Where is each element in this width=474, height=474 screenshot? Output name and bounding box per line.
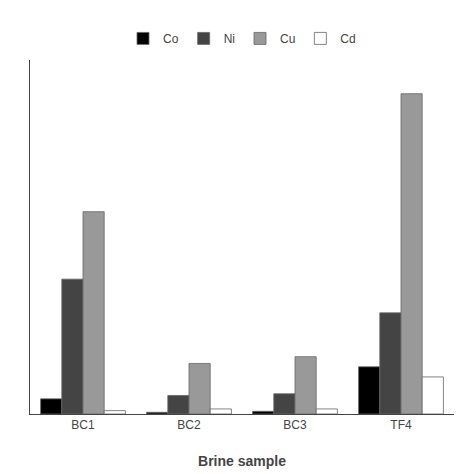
svg-text:Cd: Cd bbox=[340, 32, 355, 46]
svg-text:Brine sample: Brine sample bbox=[198, 453, 286, 469]
svg-text:Ni: Ni bbox=[224, 32, 235, 46]
svg-text:Cu: Cu bbox=[280, 32, 295, 46]
svg-text:Co: Co bbox=[163, 32, 179, 46]
svg-text:BC1: BC1 bbox=[71, 418, 95, 432]
svg-text:BC3: BC3 bbox=[283, 418, 307, 432]
svg-text:BC2: BC2 bbox=[177, 418, 201, 432]
svg-text:TF4: TF4 bbox=[390, 418, 412, 432]
